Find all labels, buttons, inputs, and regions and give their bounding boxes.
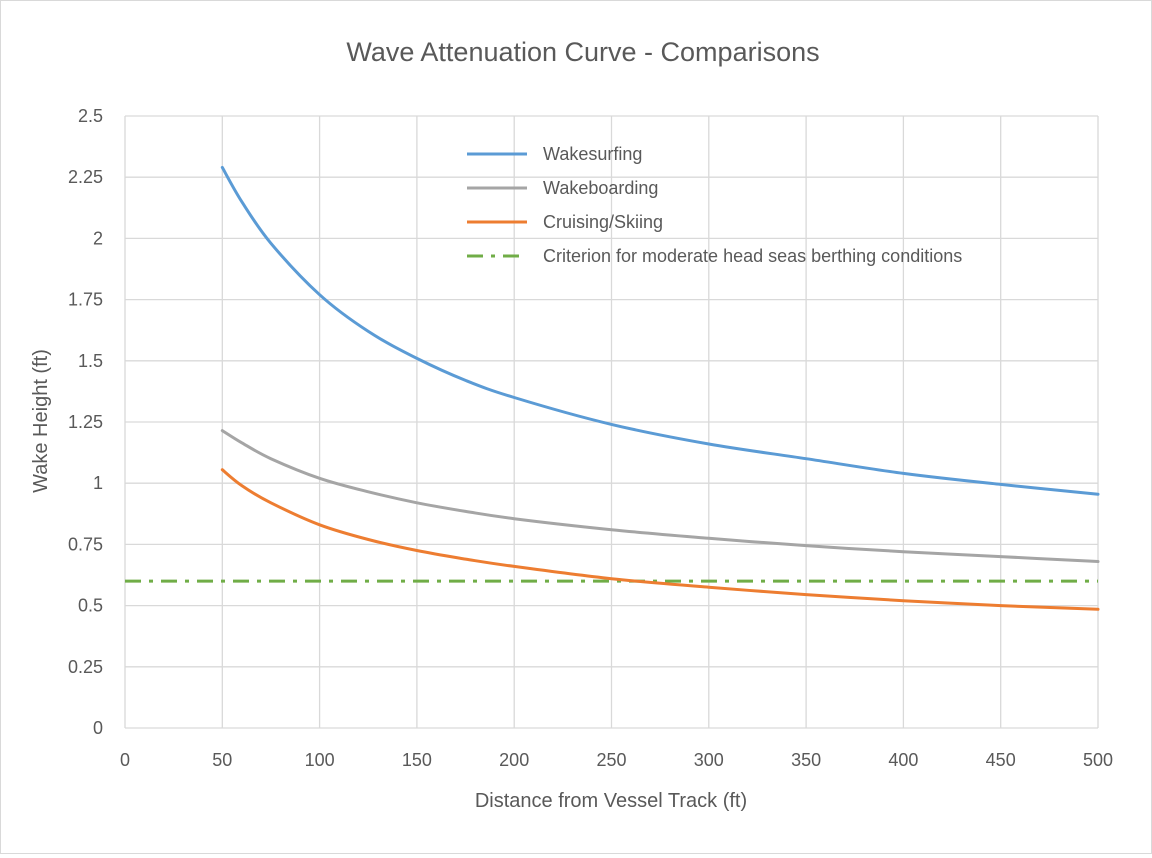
x-tick-label: 500 [1083, 750, 1113, 770]
y-tick-label: 1.5 [78, 351, 103, 371]
x-axis-label: Distance from Vessel Track (ft) [475, 790, 747, 812]
y-tick-label: 0.5 [78, 596, 103, 616]
y-tick-label: 0.75 [68, 534, 103, 554]
x-tick-label: 150 [402, 750, 432, 770]
legend-label-cruising-skiing: Cruising/Skiing [543, 212, 663, 232]
x-tick-label: 100 [305, 750, 335, 770]
legend: Wakesurfing Wakeboarding Cruising/Skiing Cr… [467, 144, 962, 266]
series-line-wakesurfing [220, 165, 1100, 496]
grid-layer [124, 115, 1099, 729]
chart-title: Wave Attenuation Curve - Comparisons [346, 37, 819, 67]
series-line-wakeboarding [220, 429, 1100, 563]
x-tick-label: 400 [888, 750, 918, 770]
x-tick-labels: 0 50 100 150 200 250 300 350 400 450 500 [120, 750, 1113, 770]
series-line-cruising-skiing [220, 468, 1100, 611]
legend-label-wakesurfing: Wakesurfing [543, 144, 642, 164]
y-tick-label: 0.25 [68, 657, 103, 677]
y-tick-label: 1.75 [68, 290, 103, 310]
x-tick-label: 200 [499, 750, 529, 770]
y-tick-label: 1.25 [68, 412, 103, 432]
y-tick-label: 1 [93, 473, 103, 493]
y-tick-label: 2.5 [78, 106, 103, 126]
y-tick-label: 2 [93, 228, 103, 248]
x-tick-label: 300 [694, 750, 724, 770]
series-layer [125, 165, 1100, 611]
legend-label-criterion-for-moderate-head-seas-berthing-conditions: Criterion for moderate head seas berthin… [543, 246, 962, 266]
x-tick-label: 0 [120, 750, 130, 770]
y-tick-labels: 0 0.25 0.5 0.75 1 1.25 1.5 1.75 2 2.25 2.5 [68, 106, 103, 738]
y-tick-label: 0 [93, 718, 103, 738]
x-tick-label: 250 [596, 750, 626, 770]
legend-label-wakeboarding: Wakeboarding [543, 178, 658, 198]
x-tick-label: 50 [212, 750, 232, 770]
x-tick-label: 450 [986, 750, 1016, 770]
x-tick-label: 350 [791, 750, 821, 770]
y-axis-label: Wake Height (ft) [30, 349, 52, 493]
y-tick-label: 2.25 [68, 167, 103, 187]
